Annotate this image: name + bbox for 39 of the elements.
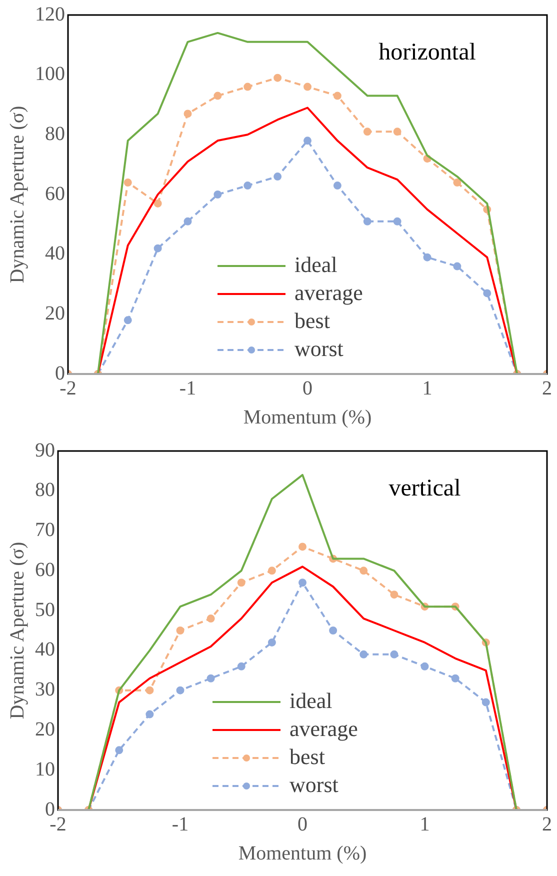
y-tick-label: 20 xyxy=(35,718,55,740)
y-tick-label: 60 xyxy=(35,558,55,581)
x-tick-label: 2 xyxy=(542,377,552,400)
y-tick-label: 80 xyxy=(45,122,65,145)
y-axis-title: Dynamic Aperture (σ) xyxy=(6,106,28,284)
y-tick-label: 90 xyxy=(35,439,55,462)
legend-label: average xyxy=(294,280,363,305)
y-tick-label: 40 xyxy=(35,638,55,661)
y-tick-label: 0 xyxy=(45,798,55,820)
legend-label: average xyxy=(290,716,358,741)
y-tick-label: 0 xyxy=(55,362,65,384)
annotation: horizontal xyxy=(378,39,476,66)
legend-label: best xyxy=(294,308,330,333)
y-tick-label: 50 xyxy=(35,598,55,621)
y-tick-label: 20 xyxy=(45,302,65,324)
x-tick-label: 2 xyxy=(542,813,552,836)
legend-label: ideal xyxy=(290,688,332,713)
legend-label: worst xyxy=(294,336,344,361)
annotation: vertical xyxy=(388,475,462,502)
y-tick-label: 10 xyxy=(35,758,55,780)
x-tick-label: 1 xyxy=(422,377,432,400)
x-tick-label: -1 xyxy=(179,377,196,400)
y-tick-label: 80 xyxy=(35,479,55,502)
x-axis-title: Momentum (%) xyxy=(238,842,367,864)
y-tick-label: 30 xyxy=(35,678,55,701)
x-axis-title: Momentum (%) xyxy=(243,406,372,428)
y-tick-label: 70 xyxy=(35,519,55,542)
y-tick-label: 60 xyxy=(45,182,65,205)
y-tick-label: 100 xyxy=(35,63,65,86)
legend-label: ideal xyxy=(294,252,338,277)
x-tick-label: 0 xyxy=(298,813,308,836)
y-tick-label: 120 xyxy=(35,3,65,26)
y-axis-title: Dynamic Aperture (σ) xyxy=(6,542,28,720)
x-tick-label: -1 xyxy=(172,813,189,836)
x-tick-label: 1 xyxy=(420,813,430,836)
legend-label: worst xyxy=(290,772,338,797)
x-tick-label: 0 xyxy=(302,377,312,400)
legend-label: best xyxy=(290,744,325,769)
y-tick-label: 40 xyxy=(45,242,65,265)
